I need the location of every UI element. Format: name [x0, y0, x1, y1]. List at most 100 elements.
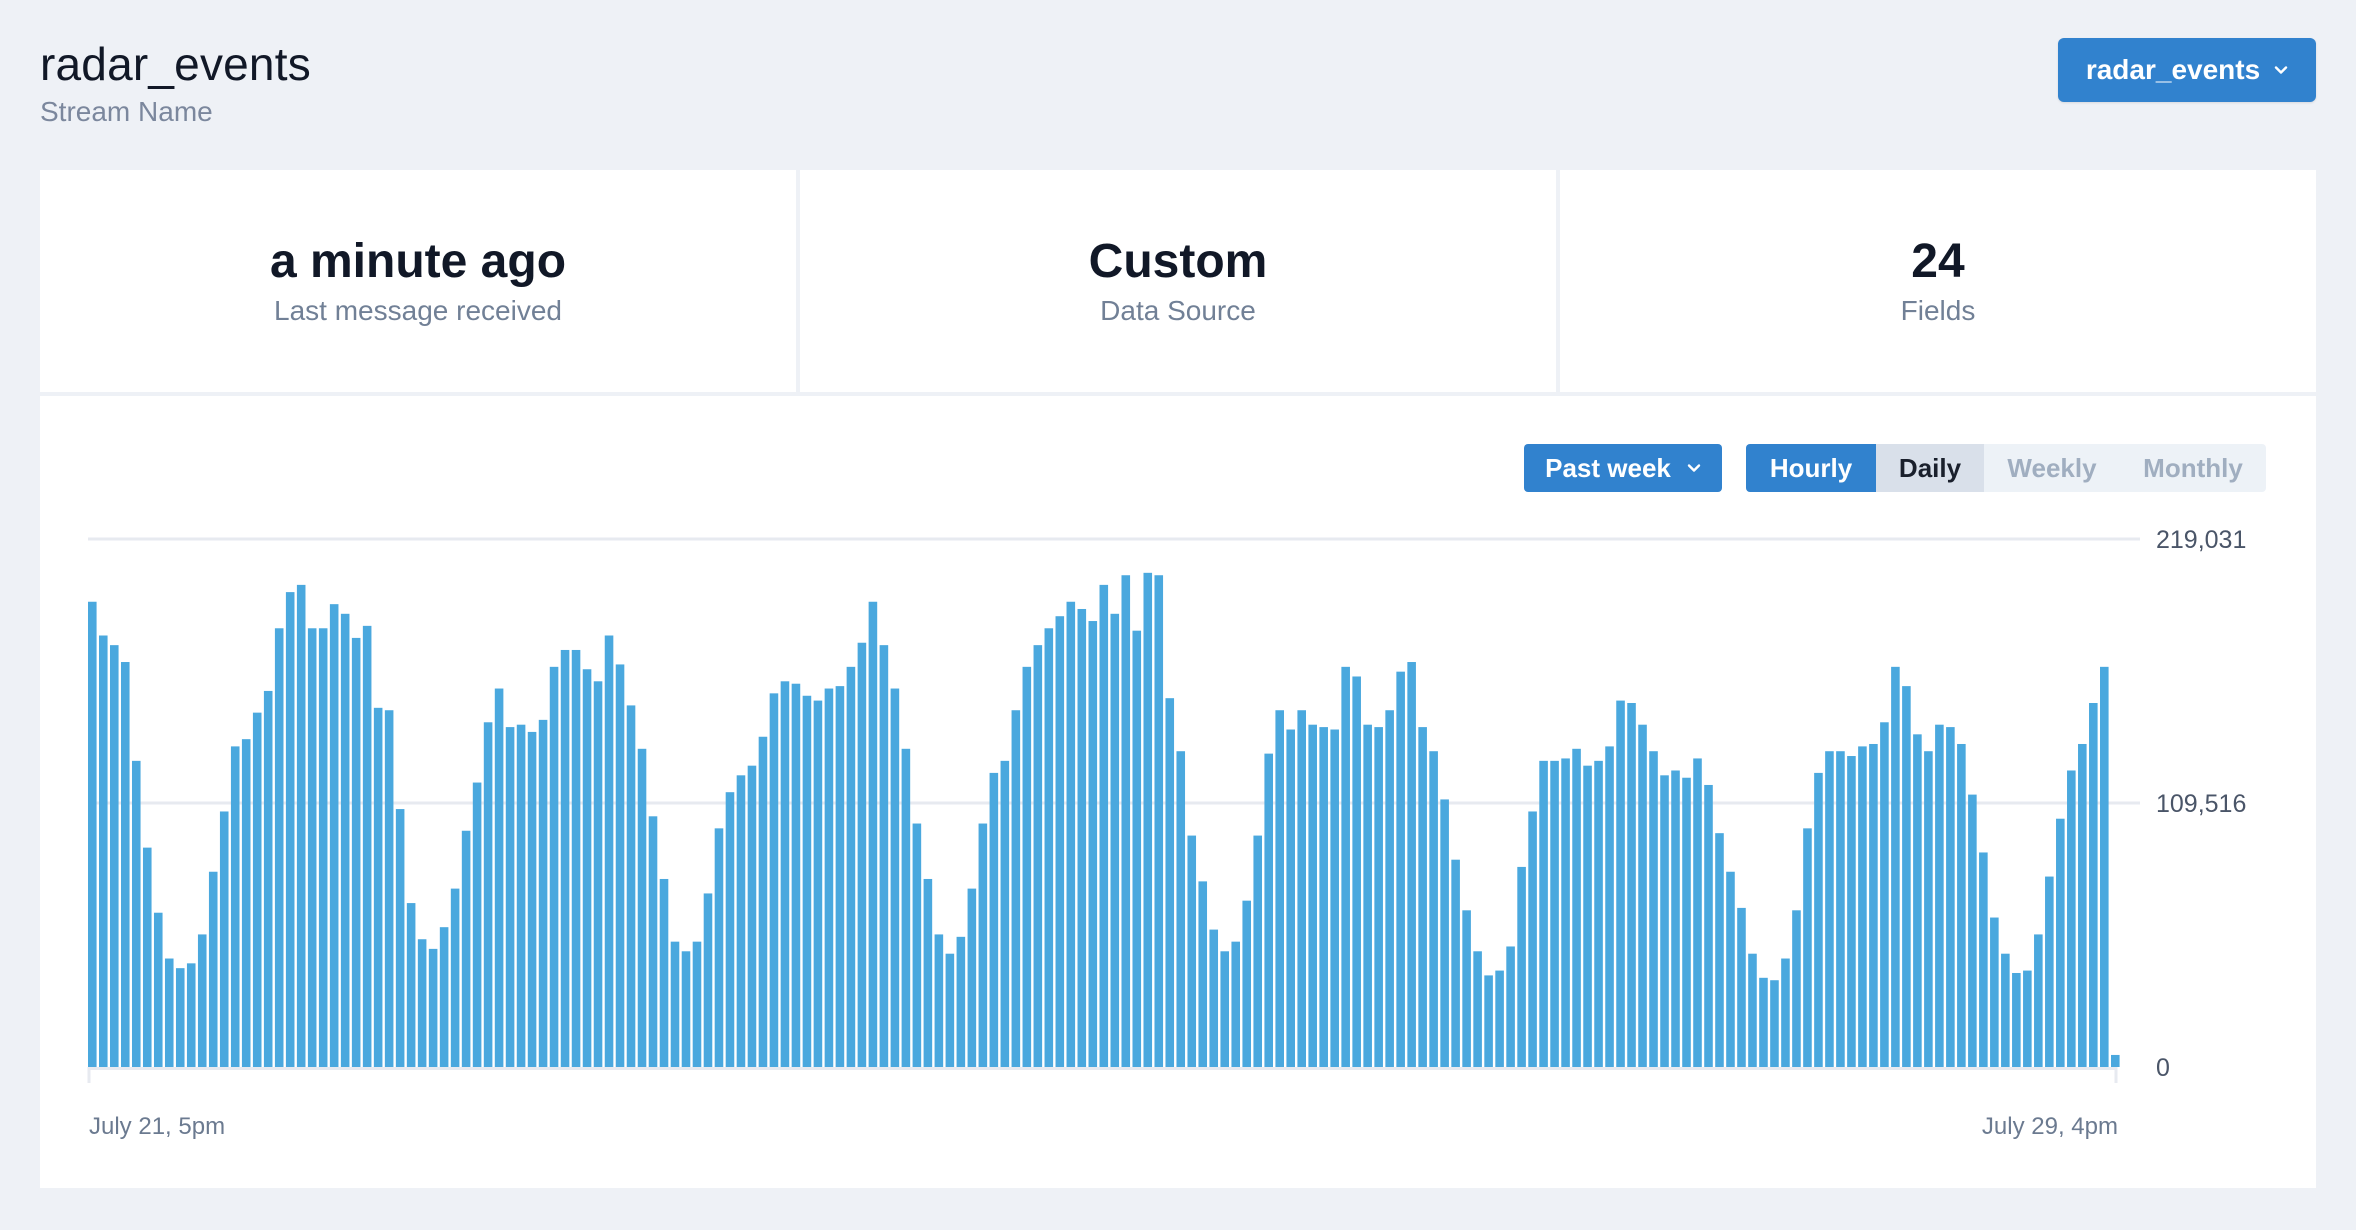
- chart-bar: [813, 700, 823, 1067]
- chart-bar: [252, 712, 262, 1067]
- chart-bar: [890, 688, 900, 1067]
- chart-bar: [88, 601, 97, 1067]
- chart-bar: [923, 878, 933, 1067]
- chart-bar: [1979, 852, 1988, 1067]
- chart-bar: [857, 642, 867, 1067]
- chart-bar: [1946, 727, 1955, 1067]
- chart-bar: [1022, 666, 1032, 1067]
- chart-bar: [131, 760, 141, 1067]
- chart-bar: [2045, 876, 2054, 1067]
- chart-bar: [307, 628, 317, 1067]
- chart-bar: [1594, 760, 1603, 1067]
- chart-bar: [1517, 866, 1526, 1067]
- stream-select-button[interactable]: radar_events: [2058, 38, 2316, 102]
- chart-bar: [714, 828, 724, 1067]
- chart-bar: [615, 664, 625, 1067]
- chart-bar: [109, 645, 119, 1067]
- chart-bar: [1660, 775, 1669, 1067]
- chart-bar: [1957, 743, 1966, 1067]
- chart-bar: [1275, 710, 1284, 1067]
- chart-bar: [1253, 835, 1263, 1067]
- time-range-label: Past week: [1545, 452, 1671, 483]
- chart-bar: [593, 681, 603, 1067]
- chart-bar: [1902, 686, 1911, 1067]
- granularity-toggle: Hourly Daily Weekly Monthly: [1746, 444, 2266, 492]
- chart-bar: [945, 953, 955, 1067]
- chart-bar: [1803, 828, 1812, 1067]
- stat-card-fields: 24 Fields: [1560, 170, 2316, 392]
- chart-bar: [1616, 700, 1625, 1067]
- chart-bar: [395, 809, 405, 1067]
- chart-bar: [527, 731, 537, 1067]
- chart-bar: [505, 727, 515, 1067]
- chart-bar: [725, 792, 735, 1067]
- chart-bar: [1110, 613, 1120, 1067]
- chart-bar: [1924, 751, 1933, 1067]
- chart-bar: [1066, 601, 1076, 1067]
- chart-bar: [2078, 743, 2087, 1067]
- page-header: radar_events Stream Name: [40, 36, 311, 130]
- page-title: radar_events: [40, 38, 311, 90]
- chart-bar: [637, 748, 647, 1067]
- chart-bar: [2034, 934, 2043, 1067]
- chart-bar: [142, 847, 152, 1067]
- chart-bar: [824, 688, 834, 1067]
- stat-value: a minute ago: [269, 235, 567, 288]
- chart-bar: [1847, 756, 1856, 1067]
- chart-bar: [604, 635, 614, 1067]
- chart-bar: [1209, 929, 1219, 1067]
- chart-bar: [197, 934, 207, 1067]
- time-range-select[interactable]: Past week: [1524, 444, 1722, 492]
- chart-bar: [1913, 734, 1922, 1067]
- chart-bar: [1759, 977, 1768, 1067]
- chart-bar: [1000, 760, 1010, 1067]
- chart-bar: [1418, 727, 1427, 1067]
- chart-bar: [670, 941, 680, 1067]
- chart-bar: [2012, 972, 2021, 1067]
- stats-row: a minute ago Last message received Custo…: [40, 170, 2316, 392]
- chart-bar: [978, 823, 988, 1067]
- chart-bar: [1407, 662, 1416, 1067]
- chart-bar: [1187, 835, 1197, 1067]
- chart-bar: [956, 936, 966, 1067]
- chart-bar: [1231, 941, 1241, 1067]
- chart-bar: [1033, 645, 1043, 1067]
- chart-bar: [758, 736, 768, 1067]
- chart-bar: [1286, 729, 1295, 1067]
- chart-bar: [1880, 722, 1889, 1067]
- granularity-daily-button[interactable]: Daily: [1876, 444, 1984, 492]
- chart-bar: [208, 871, 218, 1067]
- chart-bar: [329, 604, 339, 1067]
- chart-bar: [1319, 727, 1328, 1067]
- chart-bar: [351, 637, 361, 1067]
- chart-bar: [516, 724, 526, 1067]
- chart-bar: [1858, 746, 1867, 1067]
- chart-bar: [1550, 760, 1559, 1067]
- chart-bar: [1539, 760, 1548, 1067]
- chart-bar: [1583, 765, 1592, 1067]
- chart-bar: [780, 681, 790, 1067]
- granularity-monthly-button[interactable]: Monthly: [2143, 452, 2243, 483]
- chart-bar: [1627, 703, 1636, 1067]
- chart-bar: [406, 903, 416, 1067]
- chart-bar: [2067, 770, 2076, 1067]
- chart-bar: [1308, 724, 1317, 1067]
- chart-bar: [934, 934, 944, 1067]
- chevron-down-icon: [2274, 66, 2288, 74]
- chart-bar: [1044, 628, 1054, 1067]
- chart-bar: [417, 939, 427, 1067]
- chart-bar: [1528, 811, 1537, 1067]
- granularity-weekly-button[interactable]: Weekly: [2007, 452, 2097, 483]
- chart-bar: [571, 649, 581, 1067]
- chart-bar: [1836, 751, 1845, 1067]
- granularity-hourly-button[interactable]: Hourly: [1746, 444, 1876, 492]
- chevron-down-icon: [1687, 464, 1701, 472]
- chart-bar: [1748, 953, 1757, 1067]
- chart-bar: [868, 601, 878, 1067]
- chart-bar: [736, 775, 746, 1067]
- chart-bar: [494, 688, 504, 1067]
- chart-bar: [1297, 710, 1306, 1067]
- chart-bar: [1220, 951, 1230, 1067]
- chart-bar: [164, 958, 174, 1067]
- chart-bar: [362, 625, 372, 1067]
